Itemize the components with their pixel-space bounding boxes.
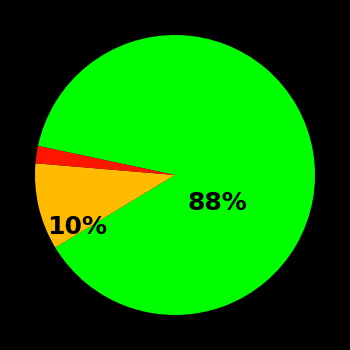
Wedge shape <box>35 163 175 247</box>
Wedge shape <box>35 146 175 175</box>
Wedge shape <box>38 35 315 315</box>
Text: 88%: 88% <box>187 191 247 215</box>
Text: 10%: 10% <box>47 216 107 239</box>
